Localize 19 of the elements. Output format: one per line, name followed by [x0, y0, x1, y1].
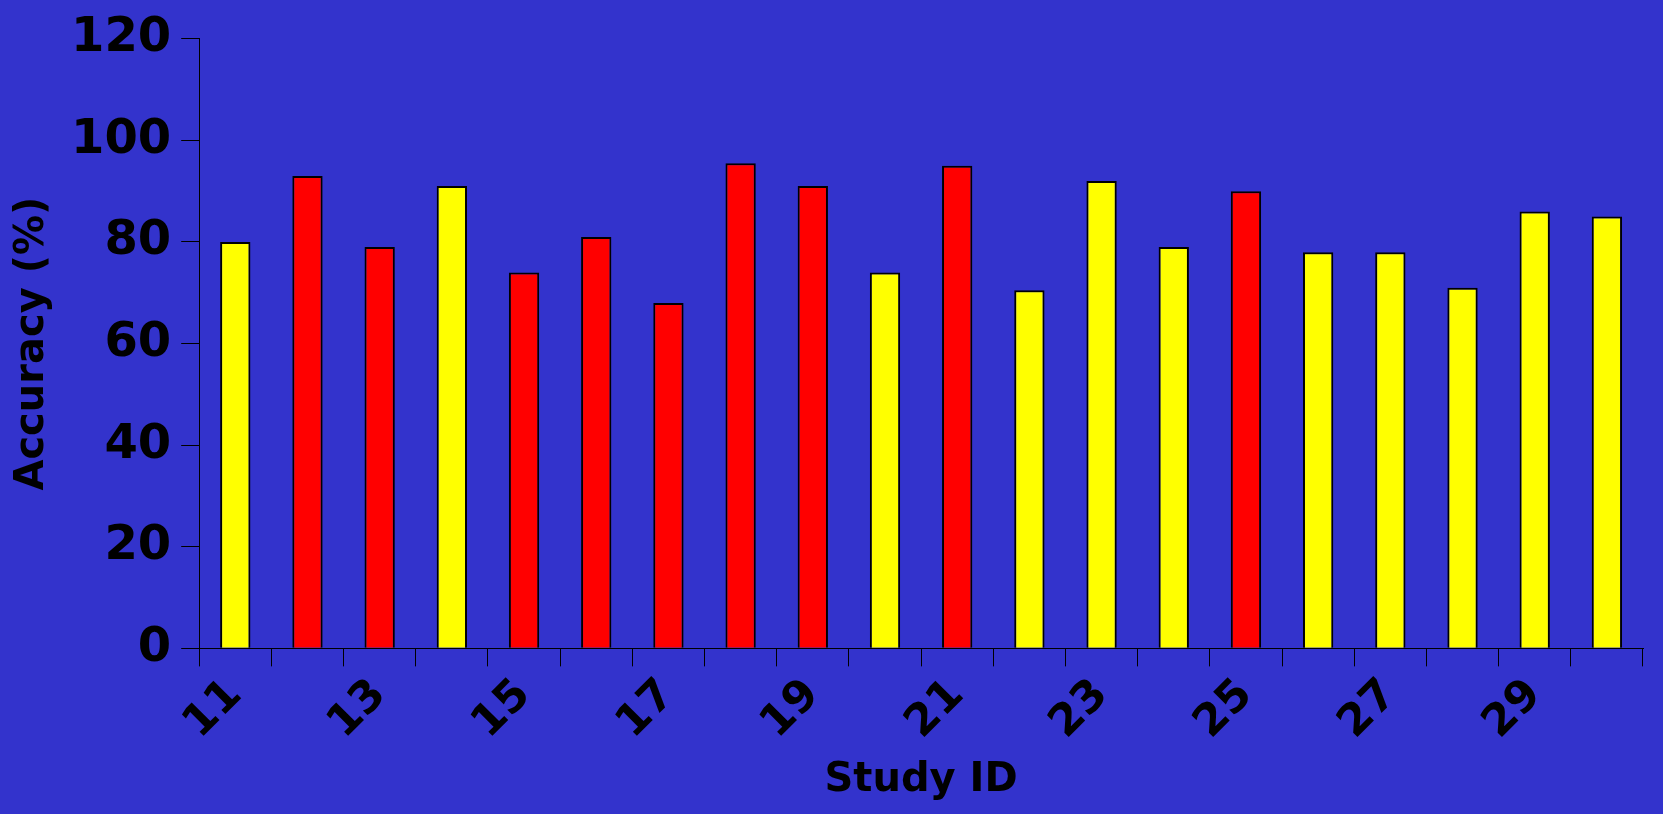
x-tick-label: 11 — [171, 667, 251, 747]
x-tick-label: 25 — [1181, 667, 1262, 747]
x-tick-label: 23 — [1037, 667, 1117, 747]
y-tick-label: 80 — [104, 209, 172, 266]
x-tick-label: 21 — [892, 667, 973, 747]
x-tick-label: 19 — [748, 667, 828, 747]
y-tick-label: 120 — [70, 6, 172, 63]
x-tick-label: 27 — [1326, 667, 1406, 747]
y-tick-label: 0 — [137, 615, 172, 672]
x-tick-label: 17 — [604, 667, 684, 747]
x-tick-label: 13 — [315, 667, 395, 747]
y-tick-label: 60 — [104, 311, 172, 368]
y-tick-label: 100 — [70, 107, 172, 164]
x-tick-label: 29 — [1470, 667, 1550, 747]
y-tick-label: 40 — [104, 412, 172, 469]
x-tick-label: 15 — [459, 667, 540, 747]
y-axis-title: Accuracy (%) — [6, 196, 53, 491]
y-tick-label: 20 — [104, 514, 172, 571]
x-axis-title: Study ID — [824, 754, 1018, 801]
